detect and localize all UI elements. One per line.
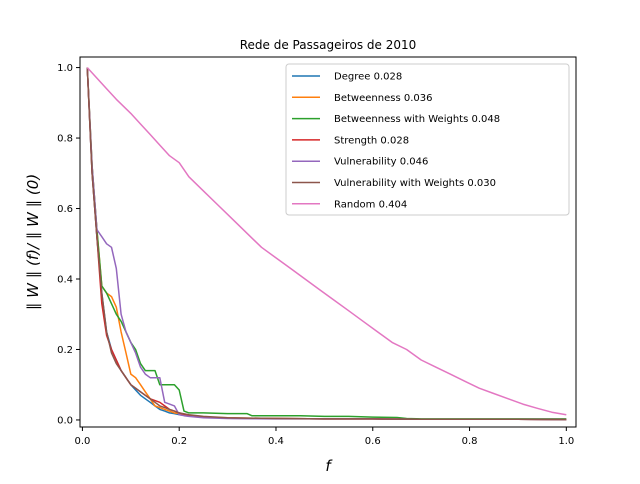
y-axis-title: ∥ W ∥ (f)/ ∥ W ∥ (0) (24, 174, 42, 310)
y-tick-label: 0.8 (57, 134, 73, 145)
legend-entries: Degree 0.028 Betweenness 0.036 Betweenness… (292, 72, 500, 210)
legend: Degree 0.028 Betweenness 0.036 Betweenness… (285, 63, 570, 216)
y-tick-label: 1.0 (57, 63, 73, 74)
legend-label: Betweenness with Weights 0.048 (334, 114, 500, 125)
x-tick-label: 0.2 (171, 436, 187, 447)
x-axis-title: f (325, 457, 333, 475)
series-line-vulnerability-with-weights (86, 67, 567, 421)
x-tick-label: 1.0 (558, 436, 574, 447)
series-line-betweenness-with-weights (86, 67, 567, 420)
y-tick-label: 0.0 (57, 415, 73, 426)
legend-label: Vulnerability with Weights 0.030 (334, 178, 496, 189)
legend-label: Vulnerability 0.046 (334, 157, 428, 168)
x-axis: 0.0 0.2 0.4 0.6 0.8 1.0 (74, 427, 574, 447)
x-tick-label: 0.8 (462, 436, 478, 447)
x-tick-label: 0.4 (268, 436, 284, 447)
x-tick-label: 0.0 (74, 436, 90, 447)
x-tick-label: 0.6 (365, 436, 381, 447)
plot-lines (86, 67, 567, 421)
legend-label: Betweenness 0.036 (334, 93, 432, 104)
legend-label: Random 0.404 (334, 199, 407, 210)
chart-title: Rede de Passageiros de 2010 (240, 38, 416, 52)
y-axis: 0.0 0.2 0.4 0.6 0.8 1.0 (57, 63, 80, 426)
legend-box (285, 63, 570, 216)
y-tick-label: 0.2 (57, 345, 73, 356)
axes-frame (79, 56, 577, 428)
legend-label: Degree 0.028 (334, 72, 402, 83)
y-tick-label: 0.4 (57, 275, 73, 286)
y-tick-label: 0.6 (57, 204, 73, 215)
legend-label: Strength 0.028 (334, 135, 409, 146)
series-line-random (86, 67, 567, 416)
